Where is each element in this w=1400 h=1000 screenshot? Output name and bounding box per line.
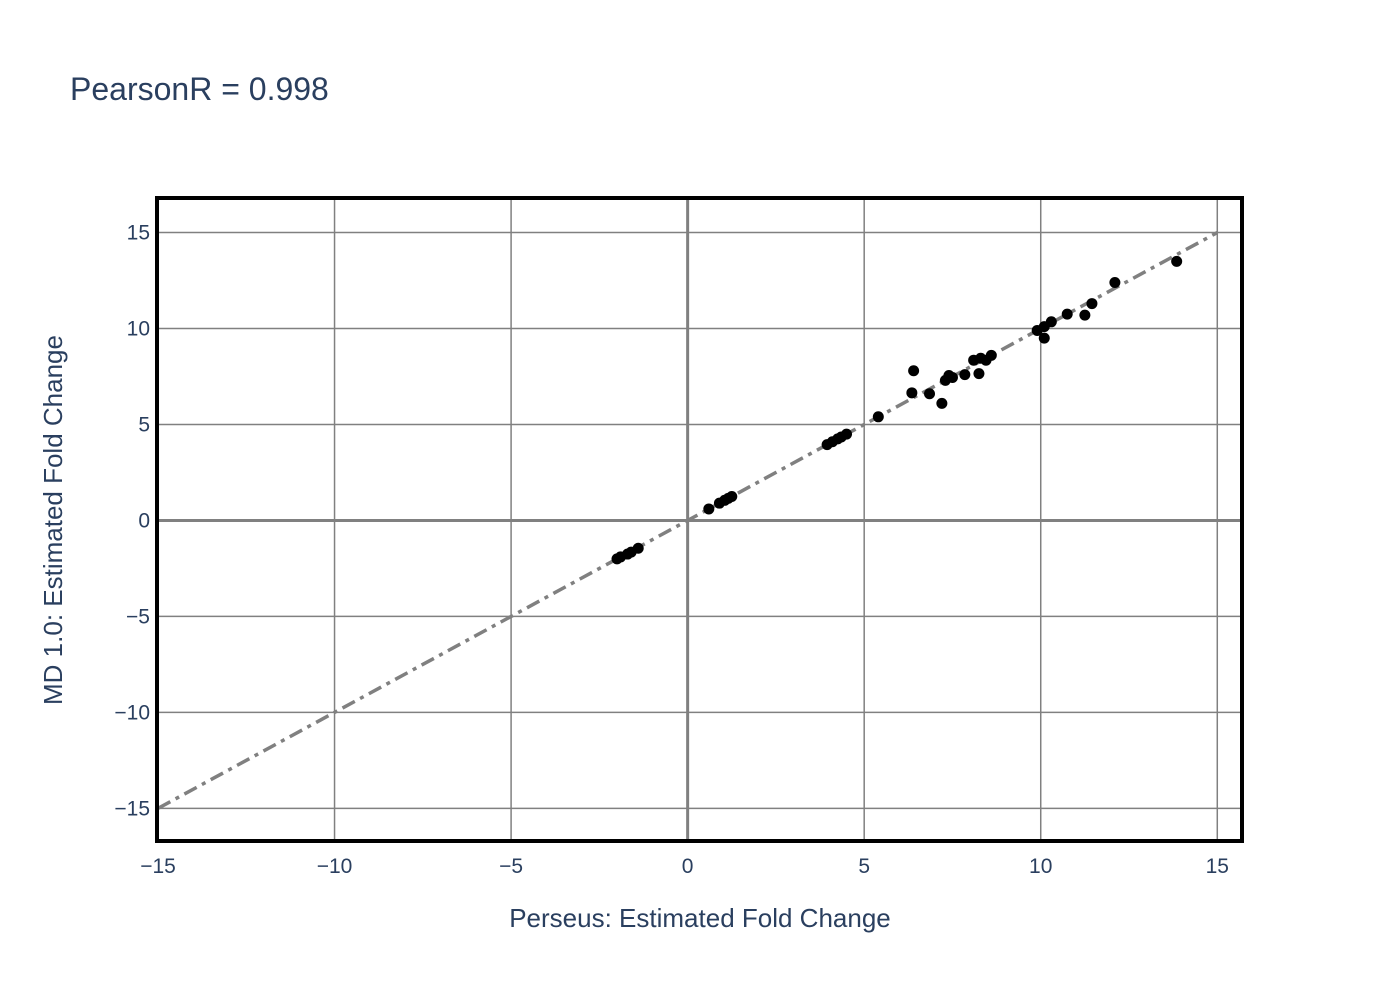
x-tick-label: −5 [499,855,523,878]
data-point-34 [1079,309,1091,321]
chart-title: PearsonR = 0.998 [70,71,329,107]
y-tick-label: −10 [114,701,150,724]
data-point-16 [906,387,918,399]
data-point-32 [1045,316,1057,328]
y-tick-label: 5 [138,413,150,436]
y-tick-label: −5 [126,605,150,628]
data-point-35 [1086,298,1098,310]
data-point-23 [959,369,971,381]
data-point-18 [924,388,936,400]
data-point-31 [1038,332,1050,344]
y-tick-label: 0 [138,509,150,532]
data-points [611,255,1183,565]
data-point-4 [632,542,644,554]
x-tick-labels: −15 −10 −5 0 5 10 15 [140,855,1229,878]
reference-line [157,231,1219,810]
data-point-5 [703,503,715,515]
data-point-25 [973,368,985,380]
data-point-15 [872,411,884,423]
data-point-19 [936,397,948,409]
data-point-37 [1171,255,1183,267]
x-tick-label: 15 [1206,855,1229,878]
data-point-17 [908,365,920,377]
data-point-28 [985,349,997,361]
grid-lines [157,198,1242,841]
x-tick-label: 0 [682,855,694,878]
data-point-33 [1061,308,1073,320]
y-axis-title: MD 1.0: Estimated Fold Change [38,335,68,705]
plot-frame [155,196,1244,843]
x-axis-title: Perseus: Estimated Fold Change [509,903,891,933]
data-point-22 [946,371,958,383]
x-tick-label: −10 [317,855,353,878]
y-tick-labels: −15 −10 −5 0 5 10 15 [114,222,150,821]
y-tick-label: 15 [127,222,150,245]
y-tick-label: 10 [127,318,150,341]
reference-line-group [157,231,1219,810]
x-tick-label: 10 [1029,855,1052,878]
x-tick-label: 5 [858,855,870,878]
data-point-14 [841,428,853,440]
y-tick-label: −15 [114,797,150,820]
data-point-9 [726,490,738,502]
data-point-36 [1109,276,1121,288]
x-tick-label: −15 [140,855,176,878]
